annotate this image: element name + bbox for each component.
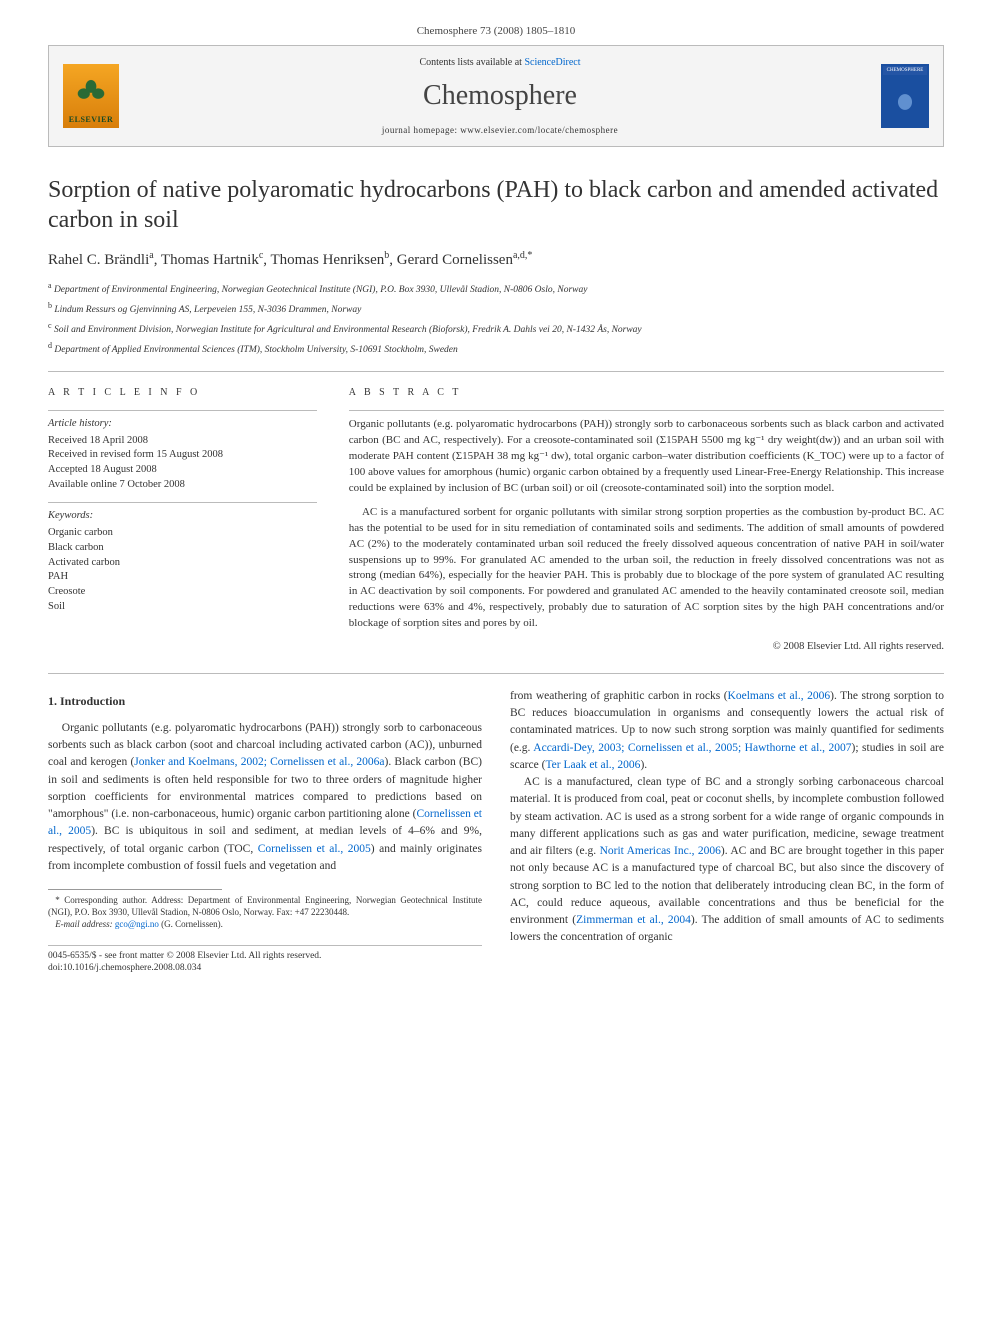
contents-lists-line: Contents lists available at ScienceDirec… (133, 56, 867, 70)
article-info-label: A R T I C L E I N F O (48, 386, 317, 400)
body-paragraph: Organic pollutants (e.g. polyaromatic hy… (48, 720, 482, 875)
corresponding-author-footnote: * Corresponding author. Address: Departm… (48, 894, 482, 918)
intro-heading: 1. Introduction (48, 692, 482, 710)
abstract-paragraph: Organic pollutants (e.g. polyaromatic hy… (349, 417, 944, 497)
authors: Rahel C. Brändlia, Thomas Hartnikc, Thom… (48, 249, 944, 271)
separator (48, 410, 317, 411)
body-paragraph: AC is a manufactured, clean type of BC a… (510, 774, 944, 947)
article-info-abstract: A R T I C L E I N F O Article history: R… (48, 386, 944, 655)
separator (48, 673, 944, 674)
history-label: Article history: (48, 417, 317, 432)
keyword: Creosote (48, 585, 317, 600)
email-footnote: E-mail address: gco@ngi.no (G. Corneliss… (48, 918, 482, 930)
email-suffix: (G. Cornelissen). (159, 919, 223, 929)
journal-reference: Chemosphere 73 (2008) 1805–1810 (48, 24, 944, 39)
article-body: 1. Introduction Organic pollutants (e.g.… (48, 688, 944, 974)
contents-prefix: Contents lists available at (419, 57, 524, 68)
history-line: Received in revised form 15 August 2008 (48, 448, 317, 463)
footnote-separator (48, 889, 222, 890)
affiliation: a Department of Environmental Engineerin… (48, 281, 944, 297)
copyright-line: © 2008 Elsevier Ltd. All rights reserved… (349, 640, 944, 655)
homepage-prefix: journal homepage: (382, 125, 460, 135)
header-box: ELSEVIER Contents lists available at Sci… (48, 45, 944, 147)
separator (48, 945, 482, 946)
publisher-logo-icon: ELSEVIER (63, 64, 119, 128)
header-center: Contents lists available at ScienceDirec… (133, 56, 867, 136)
affiliation: c Soil and Environment Division, Norwegi… (48, 321, 944, 337)
separator (349, 410, 944, 411)
abstract-column: A B S T R A C T Organic pollutants (e.g.… (349, 386, 944, 655)
journal-cover-icon (881, 64, 929, 128)
publisher-name: ELSEVIER (69, 114, 113, 125)
keyword: Organic carbon (48, 526, 317, 541)
article-info-column: A R T I C L E I N F O Article history: R… (48, 386, 317, 655)
keywords-label: Keywords: (48, 509, 317, 524)
email-label: E-mail address: (55, 919, 115, 929)
separator (48, 371, 944, 372)
affiliation: d Department of Applied Environmental Sc… (48, 341, 944, 357)
abstract-label: A B S T R A C T (349, 386, 944, 400)
article-title: Sorption of native polyaromatic hydrocar… (48, 175, 944, 235)
doi-line: doi:10.1016/j.chemosphere.2008.08.034 (48, 962, 482, 974)
body-paragraph: from weathering of graphitic carbon in r… (510, 688, 944, 774)
homepage-url[interactable]: www.elsevier.com/locate/chemosphere (460, 125, 618, 135)
keyword: Activated carbon (48, 556, 317, 571)
keyword: Black carbon (48, 541, 317, 556)
abstract-paragraph: AC is a manufactured sorbent for organic… (349, 505, 944, 633)
keyword: Soil (48, 600, 317, 615)
affiliations-block: a Department of Environmental Engineerin… (48, 281, 944, 357)
sciencedirect-link[interactable]: ScienceDirect (524, 57, 580, 68)
issn-line: 0045-6535/$ - see front matter © 2008 El… (48, 950, 482, 962)
history-line: Accepted 18 August 2008 (48, 463, 317, 478)
affiliation: b Lindum Ressurs og Gjenvinning AS, Lerp… (48, 301, 944, 317)
email-link[interactable]: gco@ngi.no (115, 919, 159, 929)
separator (48, 502, 317, 503)
history-line: Received 18 April 2008 (48, 434, 317, 449)
keyword: PAH (48, 570, 317, 585)
journal-name: Chemosphere (133, 76, 867, 115)
history-line: Available online 7 October 2008 (48, 478, 317, 493)
journal-homepage: journal homepage: www.elsevier.com/locat… (133, 124, 867, 137)
